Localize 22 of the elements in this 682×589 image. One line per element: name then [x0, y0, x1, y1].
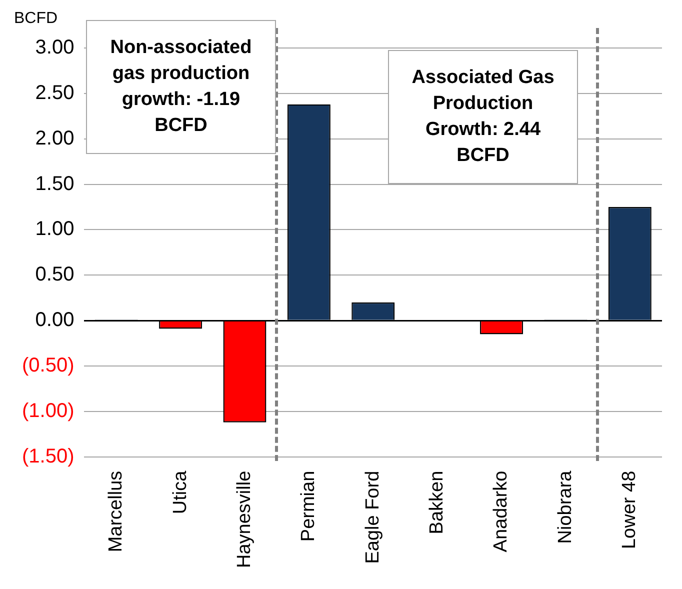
y-tick-label: 2.50: [35, 82, 74, 104]
y-tick-label: (1.50): [22, 445, 74, 468]
y-tick-label: 1.50: [35, 172, 74, 195]
x-tick-label: Marcellus: [106, 470, 127, 552]
x-tick-label: Anadarko: [490, 470, 512, 552]
x-tick-label: Permian: [298, 470, 320, 542]
y-tick-label: 3.00: [35, 36, 74, 59]
annotation: Associated Gas Production Growth: 2.44 BCFD: [388, 50, 578, 184]
y-tick-label: 2.00: [35, 127, 74, 150]
y-tick-label: 1.00: [35, 218, 74, 240]
y-tick-label: (0.50): [22, 354, 74, 377]
x-tick-label: Bakken: [426, 470, 448, 534]
x-tick-label: Eagle Ford: [362, 470, 384, 564]
y-tick-label: 0.00: [35, 309, 74, 332]
y-tick-label: (1.00): [22, 400, 74, 422]
y-tick-label: 0.50: [35, 264, 74, 286]
annotation: Non-associated gas production growth: -1.19 BCFD: [86, 20, 276, 154]
x-tick-label: Lower 48: [619, 470, 640, 550]
y-axis-title: BCFD: [14, 10, 58, 28]
x-tick-label: Haynesville: [234, 470, 255, 568]
x-tick-label: Niobrara: [554, 470, 576, 544]
x-tick-label: Utica: [170, 470, 191, 514]
